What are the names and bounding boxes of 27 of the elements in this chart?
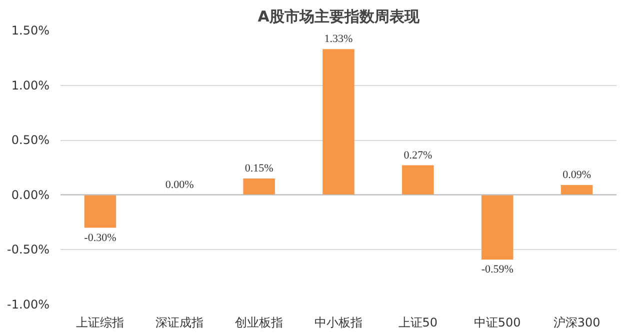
data-label: 0.09% — [562, 169, 591, 182]
data-label: 1.33% — [324, 33, 353, 46]
x-tick-label: 中小板指 — [314, 316, 362, 330]
bar — [402, 165, 434, 195]
y-tick-label: -1.00% — [7, 298, 50, 312]
bar — [84, 194, 116, 228]
bar — [560, 185, 593, 195]
y-tick-label: 1.00% — [11, 78, 50, 92]
y-tick-label: 0.50% — [11, 133, 50, 148]
bar — [481, 194, 514, 260]
x-tick-label: 深证成指 — [156, 316, 204, 330]
bar — [322, 49, 354, 195]
x-tick-label: 上证综指 — [76, 316, 124, 330]
y-tick-label: 1.50% — [11, 24, 50, 38]
y-tick-label: 0.00% — [11, 188, 50, 202]
data-label: -0.30% — [84, 232, 116, 244]
x-tick-label: 上证50 — [398, 316, 438, 330]
data-label: 0.27% — [404, 149, 432, 162]
x-tick-label: 创业板指 — [235, 316, 284, 330]
x-tick-label: 沪深300 — [553, 316, 600, 330]
x-tick-label: 中证500 — [474, 316, 521, 330]
chart-title: A股市场主要指数周表现 — [258, 8, 420, 26]
data-label: 0.15% — [244, 162, 274, 174]
y-tick-label: -0.50% — [7, 242, 50, 257]
data-label: -0.59% — [481, 264, 514, 276]
bar — [243, 178, 275, 195]
data-label: 0.00% — [165, 178, 194, 191]
